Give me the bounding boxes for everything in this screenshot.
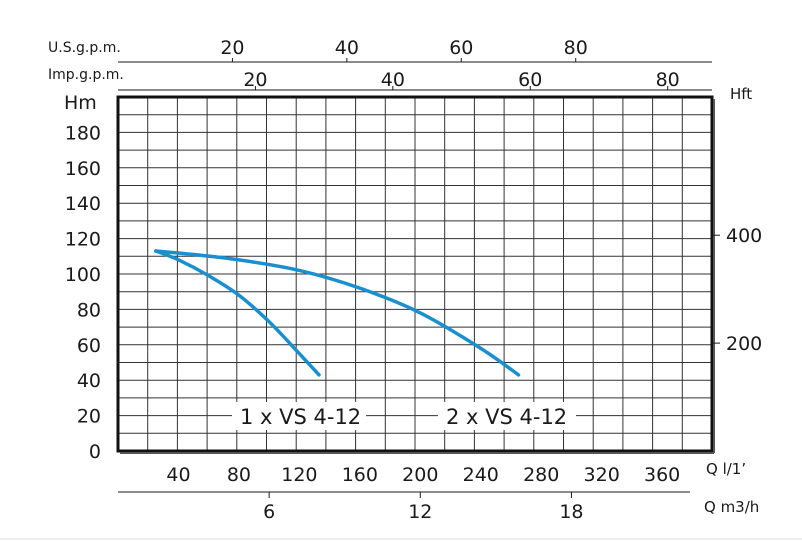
q-ls-tick-label: 280 bbox=[523, 464, 559, 486]
q-ls-tick-label: 240 bbox=[463, 464, 499, 486]
q-m3h-ticks: 6 12 18 bbox=[263, 492, 584, 523]
hm-tick-label: 80 bbox=[77, 299, 101, 321]
us-gpm-tick-label: 80 bbox=[564, 37, 588, 59]
imp-gpm-tick-label: 20 bbox=[243, 69, 267, 91]
hm-tick-label: 120 bbox=[65, 229, 101, 251]
q-ls-tick-label: 320 bbox=[584, 464, 620, 486]
q-m3h-tick-label: 18 bbox=[559, 501, 583, 523]
q-m3h-label: Q m3/h bbox=[704, 498, 759, 516]
us-gpm-tick-label: 60 bbox=[449, 37, 473, 59]
hm-ticks: 0 20 40 60 80 100 120 140 160 180 bbox=[65, 122, 101, 463]
imp-gpm-tick-label: 40 bbox=[381, 69, 405, 91]
hm-tick-label: 40 bbox=[77, 370, 101, 392]
imp-gpm-tick-label: 60 bbox=[518, 69, 542, 91]
q-m3h-tick-label: 6 bbox=[263, 501, 275, 523]
q-ls-label: Q l/1’ bbox=[706, 460, 746, 478]
hm-tick-label: 20 bbox=[77, 406, 101, 428]
curve-label-2: 2 x VS 4-12 bbox=[446, 405, 567, 429]
q-ls-tick-label: 120 bbox=[281, 464, 317, 486]
curve-label-bg-1 bbox=[232, 402, 366, 430]
us-gpm-tick-label: 20 bbox=[220, 37, 244, 59]
imp-gpm-tick-label: 80 bbox=[656, 69, 680, 91]
hft-ticks: 200 400 bbox=[712, 225, 762, 355]
us-gpm-ticks: 20 40 60 80 bbox=[220, 37, 588, 62]
hm-tick-label: 180 bbox=[65, 122, 101, 144]
q-ls-tick-label: 200 bbox=[402, 464, 438, 486]
us-gpm-tick-label: 40 bbox=[335, 37, 359, 59]
plot-frame bbox=[116, 95, 714, 453]
pump-curves bbox=[154, 249, 521, 377]
hm-label: Hm bbox=[64, 92, 97, 114]
curve-1-line bbox=[154, 249, 321, 377]
hm-tick-label: 140 bbox=[65, 193, 101, 215]
q-ls-tick-label: 40 bbox=[166, 464, 190, 486]
q-m3h-tick-label: 12 bbox=[408, 501, 432, 523]
hft-label: Hft bbox=[730, 85, 752, 103]
q-ls-tick-label: 360 bbox=[644, 464, 680, 486]
hft-tick-label: 200 bbox=[726, 333, 762, 355]
hm-tick-label: 0 bbox=[89, 441, 101, 463]
us-gpm-label: U.S.g.p.m. bbox=[48, 40, 121, 56]
q-ls-tick-label: 80 bbox=[227, 464, 251, 486]
hm-tick-label: 160 bbox=[65, 158, 101, 180]
hm-tick-label: 60 bbox=[77, 335, 101, 357]
hm-tick-label: 100 bbox=[65, 264, 101, 286]
q-ls-tick-label: 160 bbox=[342, 464, 378, 486]
q-ls-ticks: 40 80 120 160 200 240 280 320 360 bbox=[166, 464, 680, 486]
curve-2-line bbox=[154, 249, 521, 377]
curve-label-1: 1 x VS 4-12 bbox=[240, 405, 361, 429]
curve-label-bg-2 bbox=[438, 402, 576, 430]
imp-gpm-label: Imp.g.p.m. bbox=[48, 67, 124, 83]
imp-gpm-ticks: 20 40 60 80 bbox=[243, 69, 679, 91]
hft-tick-label: 400 bbox=[726, 225, 762, 247]
